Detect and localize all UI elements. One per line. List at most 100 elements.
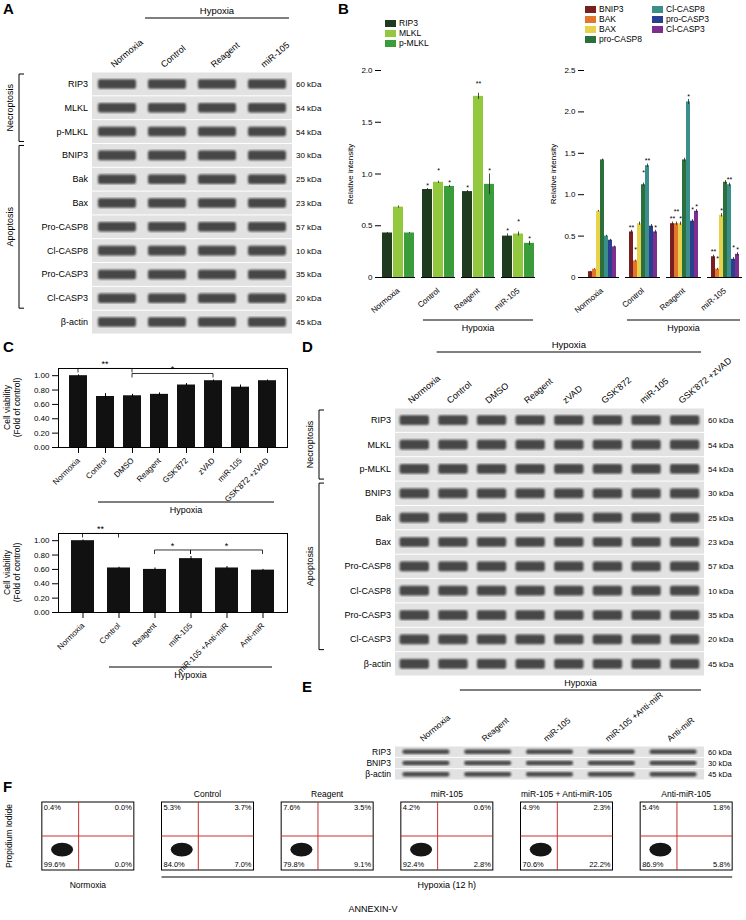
- svg-text:57 kDa: 57 kDa: [708, 562, 734, 571]
- svg-text:99.6%: 99.6%: [44, 860, 66, 869]
- svg-text:Hypoxia: Hypoxia: [462, 323, 495, 333]
- svg-text:60 kDa: 60 kDa: [296, 80, 322, 89]
- svg-text:Bak: Bak: [72, 174, 88, 184]
- svg-text:miR-105 + Anti-miR-105: miR-105 + Anti-miR-105: [521, 789, 612, 799]
- svg-text:0.5: 0.5: [361, 221, 373, 230]
- svg-text:β-actin: β-actin: [364, 659, 391, 669]
- svg-text:10 kDa: 10 kDa: [708, 587, 734, 596]
- svg-text:p-MLKL: p-MLKL: [56, 127, 88, 137]
- svg-text:Cl-CASP8: Cl-CASP8: [350, 586, 391, 596]
- svg-text:Anti-miR-105: Anti-miR-105: [661, 789, 711, 799]
- svg-text:7.0%: 7.0%: [234, 860, 251, 869]
- svg-text:Normoxia: Normoxia: [56, 621, 87, 652]
- svg-text:30 kDa: 30 kDa: [296, 151, 322, 160]
- svg-text:DMSO: DMSO: [112, 456, 135, 479]
- svg-text:*: *: [171, 541, 175, 551]
- svg-text:Pro-CASP3: Pro-CASP3: [41, 269, 88, 279]
- svg-text:zVAD: zVAD: [196, 456, 217, 477]
- svg-text:Hypoxia: Hypoxia: [564, 678, 597, 688]
- svg-text:Normoxia: Normoxia: [109, 37, 145, 69]
- svg-text:1.0: 1.0: [564, 190, 576, 199]
- svg-text:GSK'872 +zVAD: GSK'872 +zVAD: [223, 456, 271, 504]
- svg-text:Pro-CASP8: Pro-CASP8: [41, 222, 88, 232]
- svg-text:Pro-CASP3: Pro-CASP3: [344, 610, 391, 620]
- svg-text:miR-105 +Anti-miR: miR-105 +Anti-miR: [603, 690, 665, 744]
- svg-text:0.0%: 0.0%: [115, 860, 132, 869]
- svg-text:0.00: 0.00: [34, 608, 50, 617]
- svg-text:**: **: [645, 157, 651, 164]
- svg-text:Cl-CASP3: Cl-CASP3: [350, 634, 391, 644]
- svg-text:0.40: 0.40: [34, 579, 50, 588]
- svg-text:Bax: Bax: [375, 537, 391, 547]
- svg-text:*: *: [732, 244, 735, 251]
- svg-text:23 kDa: 23 kDa: [708, 538, 734, 547]
- svg-text:*: *: [695, 203, 698, 210]
- svg-text:Reagent: Reagent: [209, 40, 242, 70]
- svg-text:2.3%: 2.3%: [593, 803, 610, 812]
- svg-text:60 kDa: 60 kDa: [708, 416, 734, 425]
- svg-text:45 kDa: 45 kDa: [296, 318, 322, 327]
- svg-text:60 kDa: 60 kDa: [708, 748, 733, 757]
- svg-text:*: *: [448, 179, 451, 186]
- svg-text:1.0: 1.0: [361, 170, 373, 179]
- svg-text:0: 0: [571, 273, 576, 282]
- svg-text:GSK'872: GSK'872: [599, 375, 633, 406]
- svg-text:0.20: 0.20: [34, 594, 50, 603]
- svg-text:Normoxia: Normoxia: [51, 456, 82, 487]
- svg-text:20 kDa: 20 kDa: [708, 635, 734, 644]
- svg-text:**: **: [674, 208, 680, 215]
- svg-text:2.8%: 2.8%: [474, 860, 491, 869]
- svg-text:5.3%: 5.3%: [164, 803, 181, 812]
- svg-text:57 kDa: 57 kDa: [296, 223, 322, 232]
- svg-text:Anti-miR: Anti-miR: [665, 715, 696, 744]
- svg-text:RIP3: RIP3: [68, 79, 88, 89]
- svg-text:84.0%: 84.0%: [164, 860, 186, 869]
- svg-text:0.00: 0.00: [34, 443, 50, 452]
- svg-text:*: *: [642, 169, 645, 176]
- svg-text:5.4%: 5.4%: [642, 803, 659, 812]
- svg-text:5.8%: 5.8%: [713, 860, 730, 869]
- svg-text:β-actin: β-actin: [61, 317, 88, 327]
- svg-text:Reagent: Reagent: [130, 621, 158, 649]
- svg-text:2.5: 2.5: [564, 66, 576, 75]
- svg-text:2.0: 2.0: [361, 66, 373, 75]
- svg-text:54 kDa: 54 kDa: [708, 441, 734, 450]
- svg-text:0.80: 0.80: [34, 386, 50, 395]
- svg-text:DMSO: DMSO: [483, 381, 510, 406]
- svg-text:Control: Control: [98, 621, 123, 646]
- svg-text:Hypoxia: Hypoxia: [174, 670, 207, 680]
- svg-text:0: 0: [368, 273, 373, 282]
- svg-text:**: **: [670, 215, 676, 222]
- svg-text:0.6%: 0.6%: [474, 803, 491, 812]
- svg-text:MLKL: MLKL: [367, 440, 391, 450]
- svg-text:Necroptosis: Necroptosis: [5, 83, 15, 131]
- svg-text:Reagent: Reagent: [135, 456, 163, 484]
- svg-text:MLKL: MLKL: [64, 103, 88, 113]
- svg-text:miR-105: miR-105: [259, 40, 291, 70]
- svg-text:9.1%: 9.1%: [354, 860, 371, 869]
- svg-text:10 kDa: 10 kDa: [296, 247, 322, 256]
- svg-text:1.5: 1.5: [361, 118, 373, 127]
- svg-text:Reagent: Reagent: [522, 376, 555, 406]
- svg-text:Normoxia: Normoxia: [406, 373, 442, 405]
- svg-text:miR-105: miR-105: [166, 621, 194, 649]
- svg-text:Bak: Bak: [375, 513, 391, 523]
- svg-text:54 kDa: 54 kDa: [708, 465, 734, 474]
- svg-text:0.5: 0.5: [564, 232, 576, 241]
- svg-text:0.80: 0.80: [34, 551, 50, 560]
- svg-text:30 kDa: 30 kDa: [708, 489, 734, 498]
- svg-text:2.0: 2.0: [564, 107, 576, 116]
- svg-text:79.8%: 79.8%: [283, 860, 305, 869]
- svg-text:0.4%: 0.4%: [44, 803, 61, 812]
- svg-text:92.4%: 92.4%: [403, 860, 425, 869]
- svg-text:*: *: [736, 246, 739, 253]
- svg-text:miR-105: miR-105: [541, 715, 572, 743]
- svg-text:Control: Control: [194, 789, 222, 799]
- svg-text:RIP3: RIP3: [371, 415, 391, 425]
- svg-text:7.6%: 7.6%: [283, 803, 300, 812]
- svg-text:Hypoxia: Hypoxia: [170, 505, 203, 515]
- svg-text:p-MLKL: p-MLKL: [359, 464, 391, 474]
- svg-text:**: **: [101, 359, 109, 369]
- svg-text:Control: Control: [416, 286, 442, 310]
- svg-text:Apoptosis: Apoptosis: [5, 207, 15, 247]
